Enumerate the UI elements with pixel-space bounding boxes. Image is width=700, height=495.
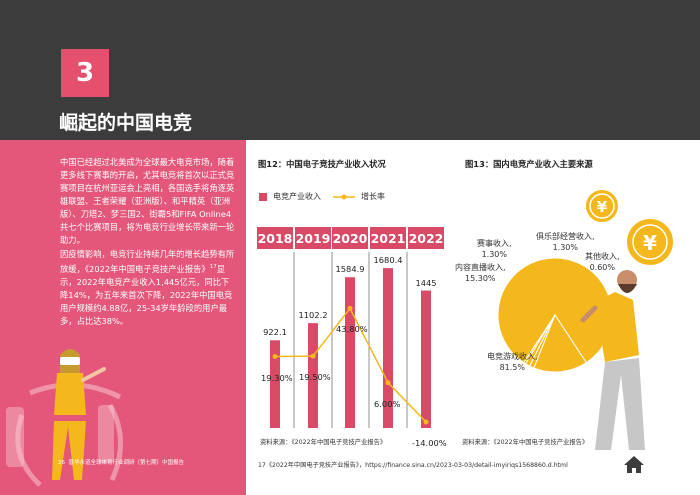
year-label-2022: 2022: [408, 227, 444, 249]
pie-slice-1: [533, 313, 587, 373]
revenue-value-label: 1680.4: [373, 255, 403, 266]
growth-value-label: 19.50%: [299, 372, 331, 383]
revenue-bar-2020: [345, 277, 355, 428]
legend-revenue: 电竞产业收入: [259, 191, 321, 202]
growth-point-2019: [310, 353, 316, 359]
coin-icon: ¥: [584, 188, 620, 224]
year-label-2020: 2020: [332, 227, 368, 249]
revenue-value-label: 1102.2: [298, 310, 328, 321]
fig13-title: 图13：国内电竞产业收入主要来源: [465, 159, 593, 169]
year-label-2019: 2019: [295, 227, 331, 249]
revenue-value-label: 922.1: [263, 327, 287, 338]
page-footer: 26 普华永道全球体育行业调研（第七期）中国报告: [58, 458, 184, 466]
growth-point-2018: [272, 354, 278, 360]
growth-value-label: -14.00%: [412, 438, 447, 449]
chapter-title: 崛起的中国电竞: [59, 112, 193, 134]
legend-revenue-label: 电竞产业收入: [273, 192, 321, 201]
vr-gamer-illustration: [6, 349, 123, 487]
growth-value-label: 43.80%: [336, 324, 368, 335]
chapter-number: 3: [75, 58, 95, 88]
fig12-source: 资料来源：《2022年中国电子竞技产业报告》: [260, 439, 387, 446]
fig13-source: 资料来源：《2022年中国电子竞技产业报告》: [462, 439, 589, 446]
growth-point-2020: [347, 305, 353, 311]
fig12-title: 图12：中国电子竞技产业收入状况: [258, 159, 386, 169]
revenue-bar-2019: [308, 323, 318, 428]
revenue-paragraph-end: 显示，2022年电竞产业收入1,445亿元，同比下降14%，为五年来首次下降，2…: [60, 263, 233, 326]
page-number: 26: [58, 460, 65, 466]
growth-point-2021: [385, 380, 391, 386]
legend-growth: 增长率: [333, 191, 385, 202]
revenue-bar-2018: [270, 340, 280, 428]
growth-value-label: 6.00%: [374, 398, 401, 409]
pie-slice-4: [523, 314, 556, 365]
revenue-bar-2022: [421, 290, 431, 428]
man-illustration: [580, 270, 645, 450]
report-name: 普华永道全球体育行业调研（第七期）中国报告: [68, 460, 185, 466]
coin-icon: ¥: [625, 217, 675, 267]
footnote-ref[interactable]: 17: [209, 264, 217, 270]
growth-value-label: 19.30%: [261, 372, 293, 383]
legend-revenue-swatch: [259, 192, 267, 201]
pie-label-game: 电竞游戏收入, 81.5%: [487, 352, 538, 372]
revenue-value-label: 1445: [415, 277, 437, 288]
legend-growth-label: 增长率: [361, 192, 385, 201]
home-icon[interactable]: [622, 454, 646, 474]
revenue-chart: [270, 252, 431, 428]
coin-symbol-large: ¥: [643, 231, 657, 255]
year-label-2018: 2018: [257, 227, 293, 249]
chapter-number-badge: 3: [61, 49, 109, 97]
pie-label-live: 内容直播收入, 15.30%: [455, 263, 506, 283]
legend-growth-swatch: [333, 194, 355, 199]
pie-label-other: 其他收入, 0.60%: [585, 252, 620, 272]
pie-label-event: 赛事收入, 1.30%: [477, 239, 512, 259]
growth-point-2022: [423, 419, 429, 425]
intro-paragraph: 中国已经超过北美成为全球最大电竞市场，随着更多线下赛事的开启，尤其电竞将首次以正…: [60, 157, 235, 245]
pie-label-club: 俱乐部经营收入, 1.30%: [536, 232, 595, 252]
footnote: 17《2022年中国电子竞技产业报告》，https://finance.sina…: [258, 462, 568, 469]
revenue-value-label: 1584.9: [335, 264, 365, 275]
year-label-2021: 2021: [370, 227, 406, 249]
coin-symbol-small: ¥: [597, 198, 608, 216]
revenue-sources-pie: ¥ ¥: [497, 188, 675, 450]
left-text-panel: 中国已经超过北美成为全球最大电竞市场，随着更多线下赛事的开启，尤其电竞将首次以正…: [0, 140, 246, 495]
revenue-paragraph: 因疫情影响，电竞行业持续几年的增长趋势有所放缓，《2022年中国电子竞技产业报告…: [60, 248, 235, 328]
revenue-paragraph-start: 因疫情影响，电竞行业持续几年的增长趋势有所放缓，《2022年中国电子竞技产业报告…: [60, 249, 235, 274]
revenue-bar-2021: [383, 268, 393, 428]
